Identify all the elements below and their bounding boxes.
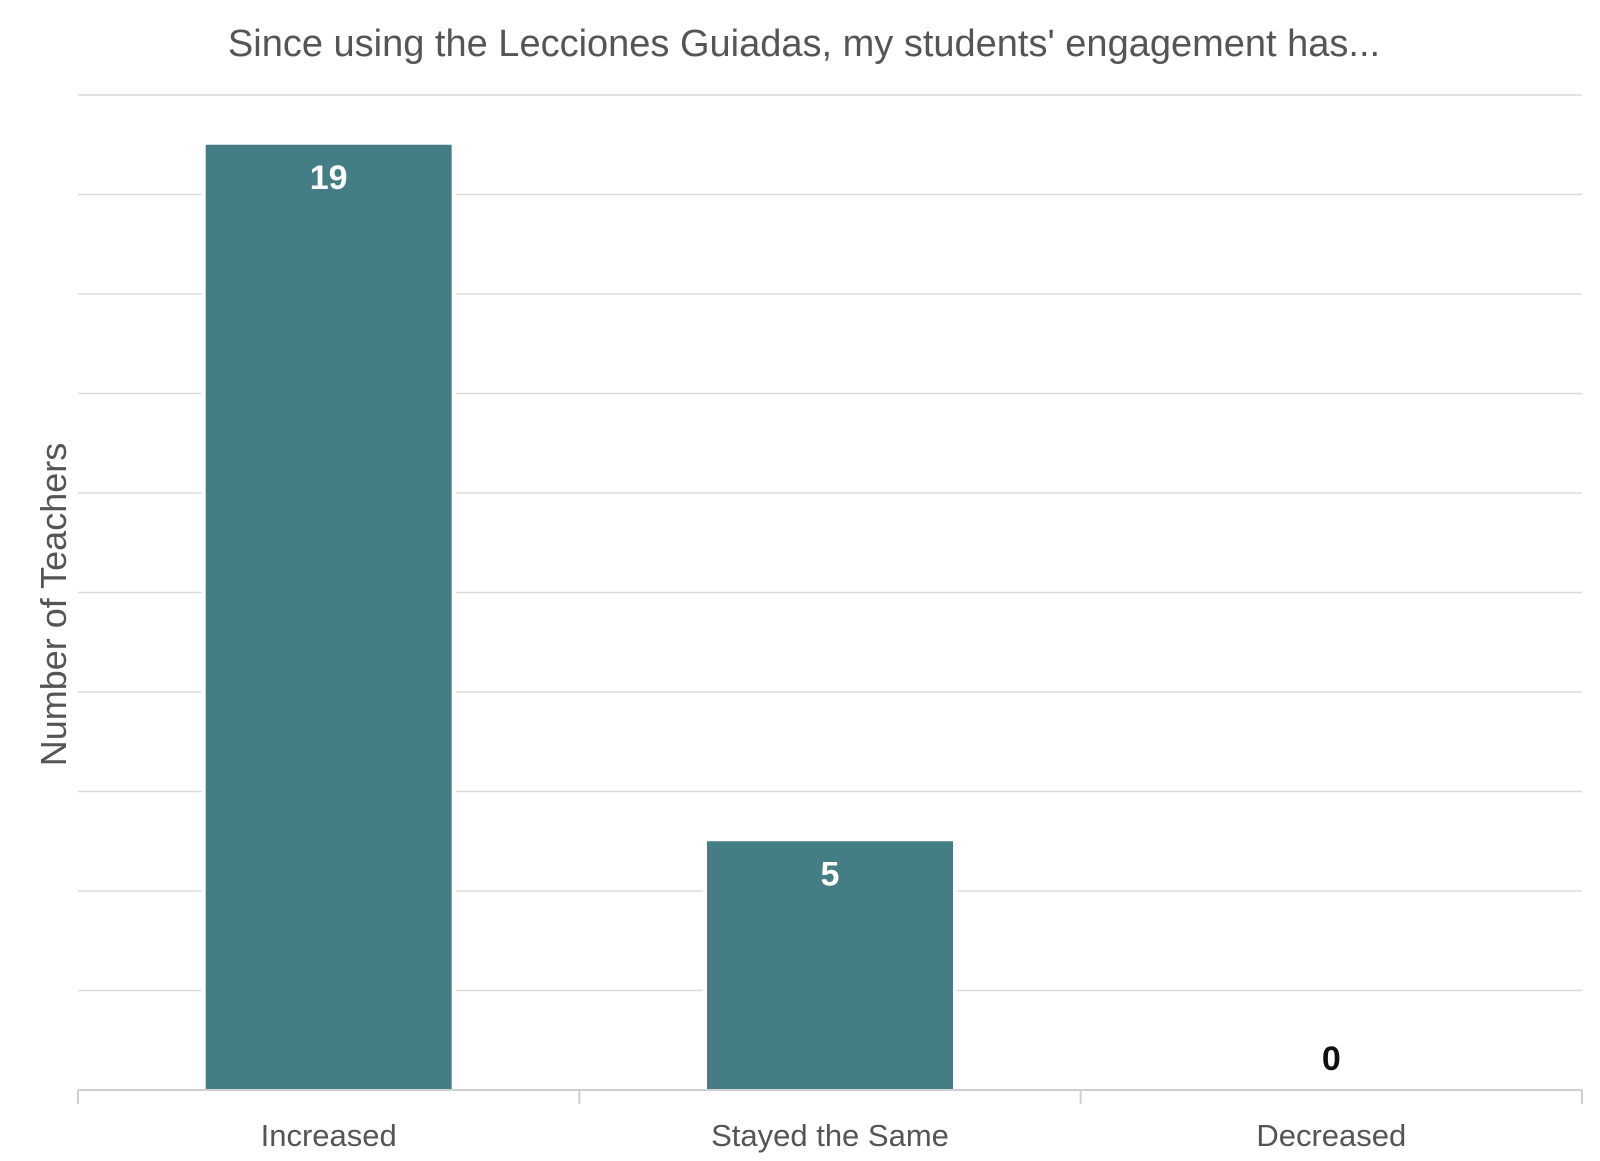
bars <box>205 144 953 1090</box>
y-axis-label: Number of Teachers <box>33 443 74 767</box>
x-axis: Increased Stayed the Same Decreased <box>77 1089 1583 1153</box>
data-label-stayed-the-same: 5 <box>821 855 840 893</box>
x-tick-label-stayed-the-same: Stayed the Same <box>711 1118 949 1153</box>
bar-stayed-the-same <box>707 841 953 1090</box>
bar-increased <box>205 144 452 1090</box>
gridlines <box>78 94 1582 992</box>
x-tick-label-decreased: Decreased <box>1256 1118 1406 1153</box>
data-label-decreased: 0 <box>1322 1040 1341 1078</box>
x-tick-label-increased: Increased <box>261 1118 397 1153</box>
data-label-increased: 19 <box>310 159 348 197</box>
chart-title: Since using the Lecciones Guiadas, my st… <box>228 23 1380 65</box>
